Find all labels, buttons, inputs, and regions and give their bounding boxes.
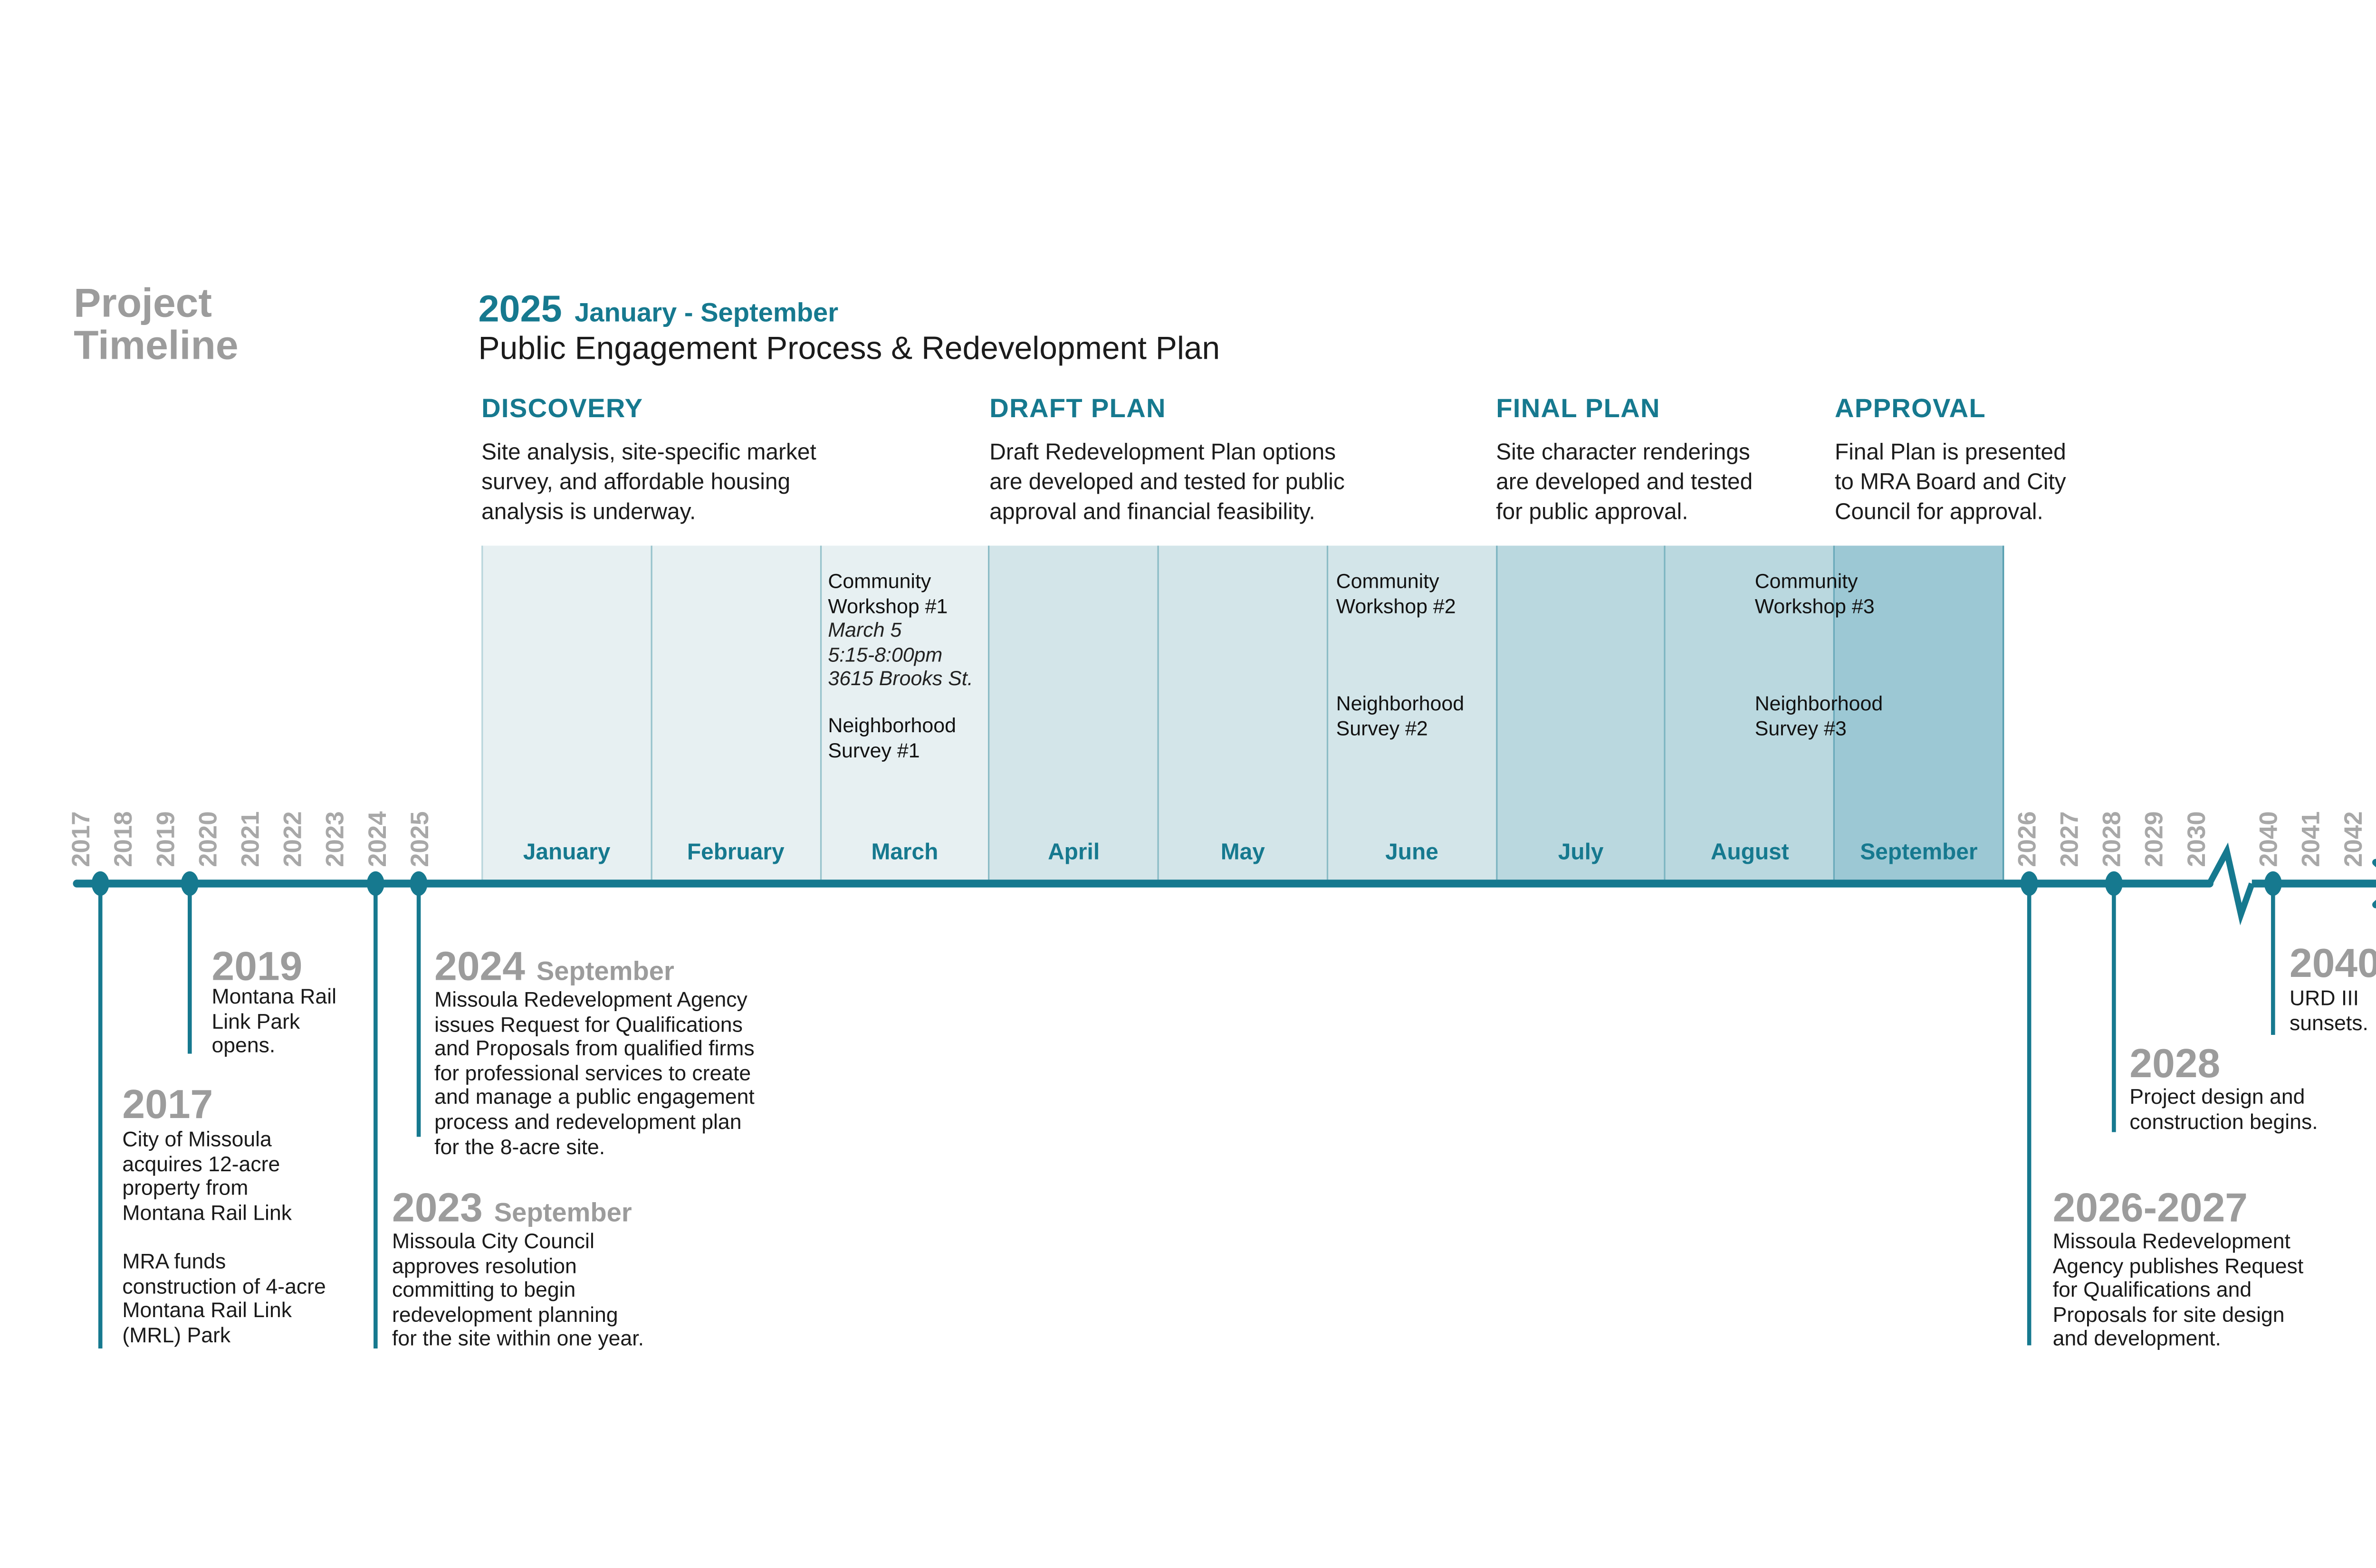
marker-dot-2024 [410,871,428,896]
month-label: February [687,840,785,866]
milestone-2024-heading: 2024 September [434,946,674,993]
phase-description: Site analysis, site-specific market surv… [481,440,816,525]
milestone-2017-year: 2017 [122,1080,213,1128]
milestone-2024-body: Missoula Redevelopment Agency issues Req… [434,988,755,1158]
month-grid: January February March April May June Ju… [481,545,2004,880]
header-date-range: January - September [575,298,839,328]
month-label: July [1558,840,1604,866]
milestone-2028-year: 2028 [2129,1039,2221,1087]
milestone-2019-year: 2019 [211,942,303,990]
marker-dot-2019 [181,871,199,896]
marker-dot-2017 [91,871,109,896]
month-column-january: January [481,545,651,880]
milestone-2023-month: September [494,1198,632,1228]
page-title: Project Timeline [74,279,239,369]
phase-discovery: DISCOVERY Site analysis, site-specific m… [481,393,952,527]
milestone-2017-body: City of Missoula acquires 12-acre proper… [122,1127,326,1347]
community-workshop-3-label: Community Workshop #3 [1754,569,1875,617]
phase-draft-plan: DRAFT PLAN Draft Redevelopment Plan opti… [989,393,1460,527]
milestone-2026-2027-year: 2026-2027 [2052,1184,2248,1231]
milestone-2040-body: URD III sunsets. [2290,986,2368,1034]
month-label: March [871,840,939,866]
month-label: April [1048,840,1100,866]
marker-dot-2026 [2020,871,2038,896]
phase-description: Draft Redevelopment Plan options are dev… [989,440,1345,525]
month-column-june: June [1326,545,1496,880]
month-label: May [1220,840,1265,866]
month-column-may: May [1157,545,1327,880]
phase-final-plan: FINAL PLAN Site character renderings are… [1496,393,1966,527]
month-label: June [1385,840,1438,866]
header: 2025 January - September [479,288,839,332]
phase-name: DISCOVERY [481,393,643,423]
month-column-august: August [1664,545,1834,880]
header-year: 2025 [478,288,562,331]
month-label: August [1710,840,1789,866]
month-column-april: April [988,545,1158,880]
community-workshop-1-details: March 5 5:15-8:00pm 3615 Brooks St. [828,618,973,690]
milestone-2028-body: Project design and construction begins. [2129,1085,2318,1133]
neighborhood-survey-3-label: Neighborhood Survey #3 [1754,691,1883,739]
milestone-2023-body: Missoula City Council approves resolutio… [392,1229,644,1351]
phase-description: Final Plan is presented to MRA Board and… [1835,440,2066,525]
phase-name: FINAL PLAN [1496,393,1660,423]
month-label: January [523,840,611,866]
phase-name: APPROVAL [1835,393,1986,423]
milestone-2023-heading: 2023 September [392,1187,632,1234]
milestone-2040-year: 2040 [2290,939,2376,986]
phase-name: DRAFT PLAN [989,393,1166,423]
marker-dot-2040 [2264,871,2282,896]
milestone-2023-year: 2023 [392,1184,483,1231]
month-column-september: September [1833,545,2004,880]
month-column-july: July [1495,545,1665,880]
community-workshop-1-label: Community Workshop #1 [828,569,948,617]
month-label: September [1860,840,1978,866]
milestone-2019-body: Montana Rail Link Park opens. [211,985,337,1057]
milestone-2026-2027-body: Missoula Redevelopment Agency publishes … [2052,1229,2304,1351]
neighborhood-survey-1-label: Neighborhood Survey #1 [828,713,956,762]
community-workshop-2-label: Community Workshop #2 [1336,569,1456,617]
milestone-2024-month: September [536,956,674,986]
month-column-february: February [650,545,820,880]
header-subtitle: Public Engagement Process & Redevelopmen… [478,331,1220,367]
neighborhood-survey-2-label: Neighborhood Survey #2 [1336,691,1465,739]
marker-dot-2023 [366,871,384,896]
month-column-march: March [819,545,989,880]
milestone-2024-year: 2024 [434,942,525,990]
marker-dot-2028 [2105,871,2123,896]
phase-approval: APPROVAL Final Plan is presented to MRA … [1835,393,2305,527]
axis-break-zigzag [2206,842,2255,926]
phase-description: Site character renderings are developed … [1496,440,1753,525]
